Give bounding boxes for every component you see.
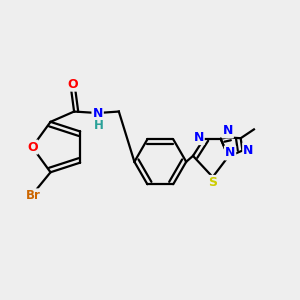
Text: O: O (68, 78, 78, 91)
Text: N: N (92, 106, 103, 119)
Text: H: H (94, 119, 104, 132)
Text: N: N (225, 146, 235, 159)
Text: S: S (208, 176, 217, 189)
Text: N: N (194, 131, 204, 144)
Text: N: N (243, 143, 254, 157)
Text: N: N (223, 124, 233, 137)
Text: O: O (27, 141, 38, 154)
Text: Br: Br (26, 189, 40, 202)
